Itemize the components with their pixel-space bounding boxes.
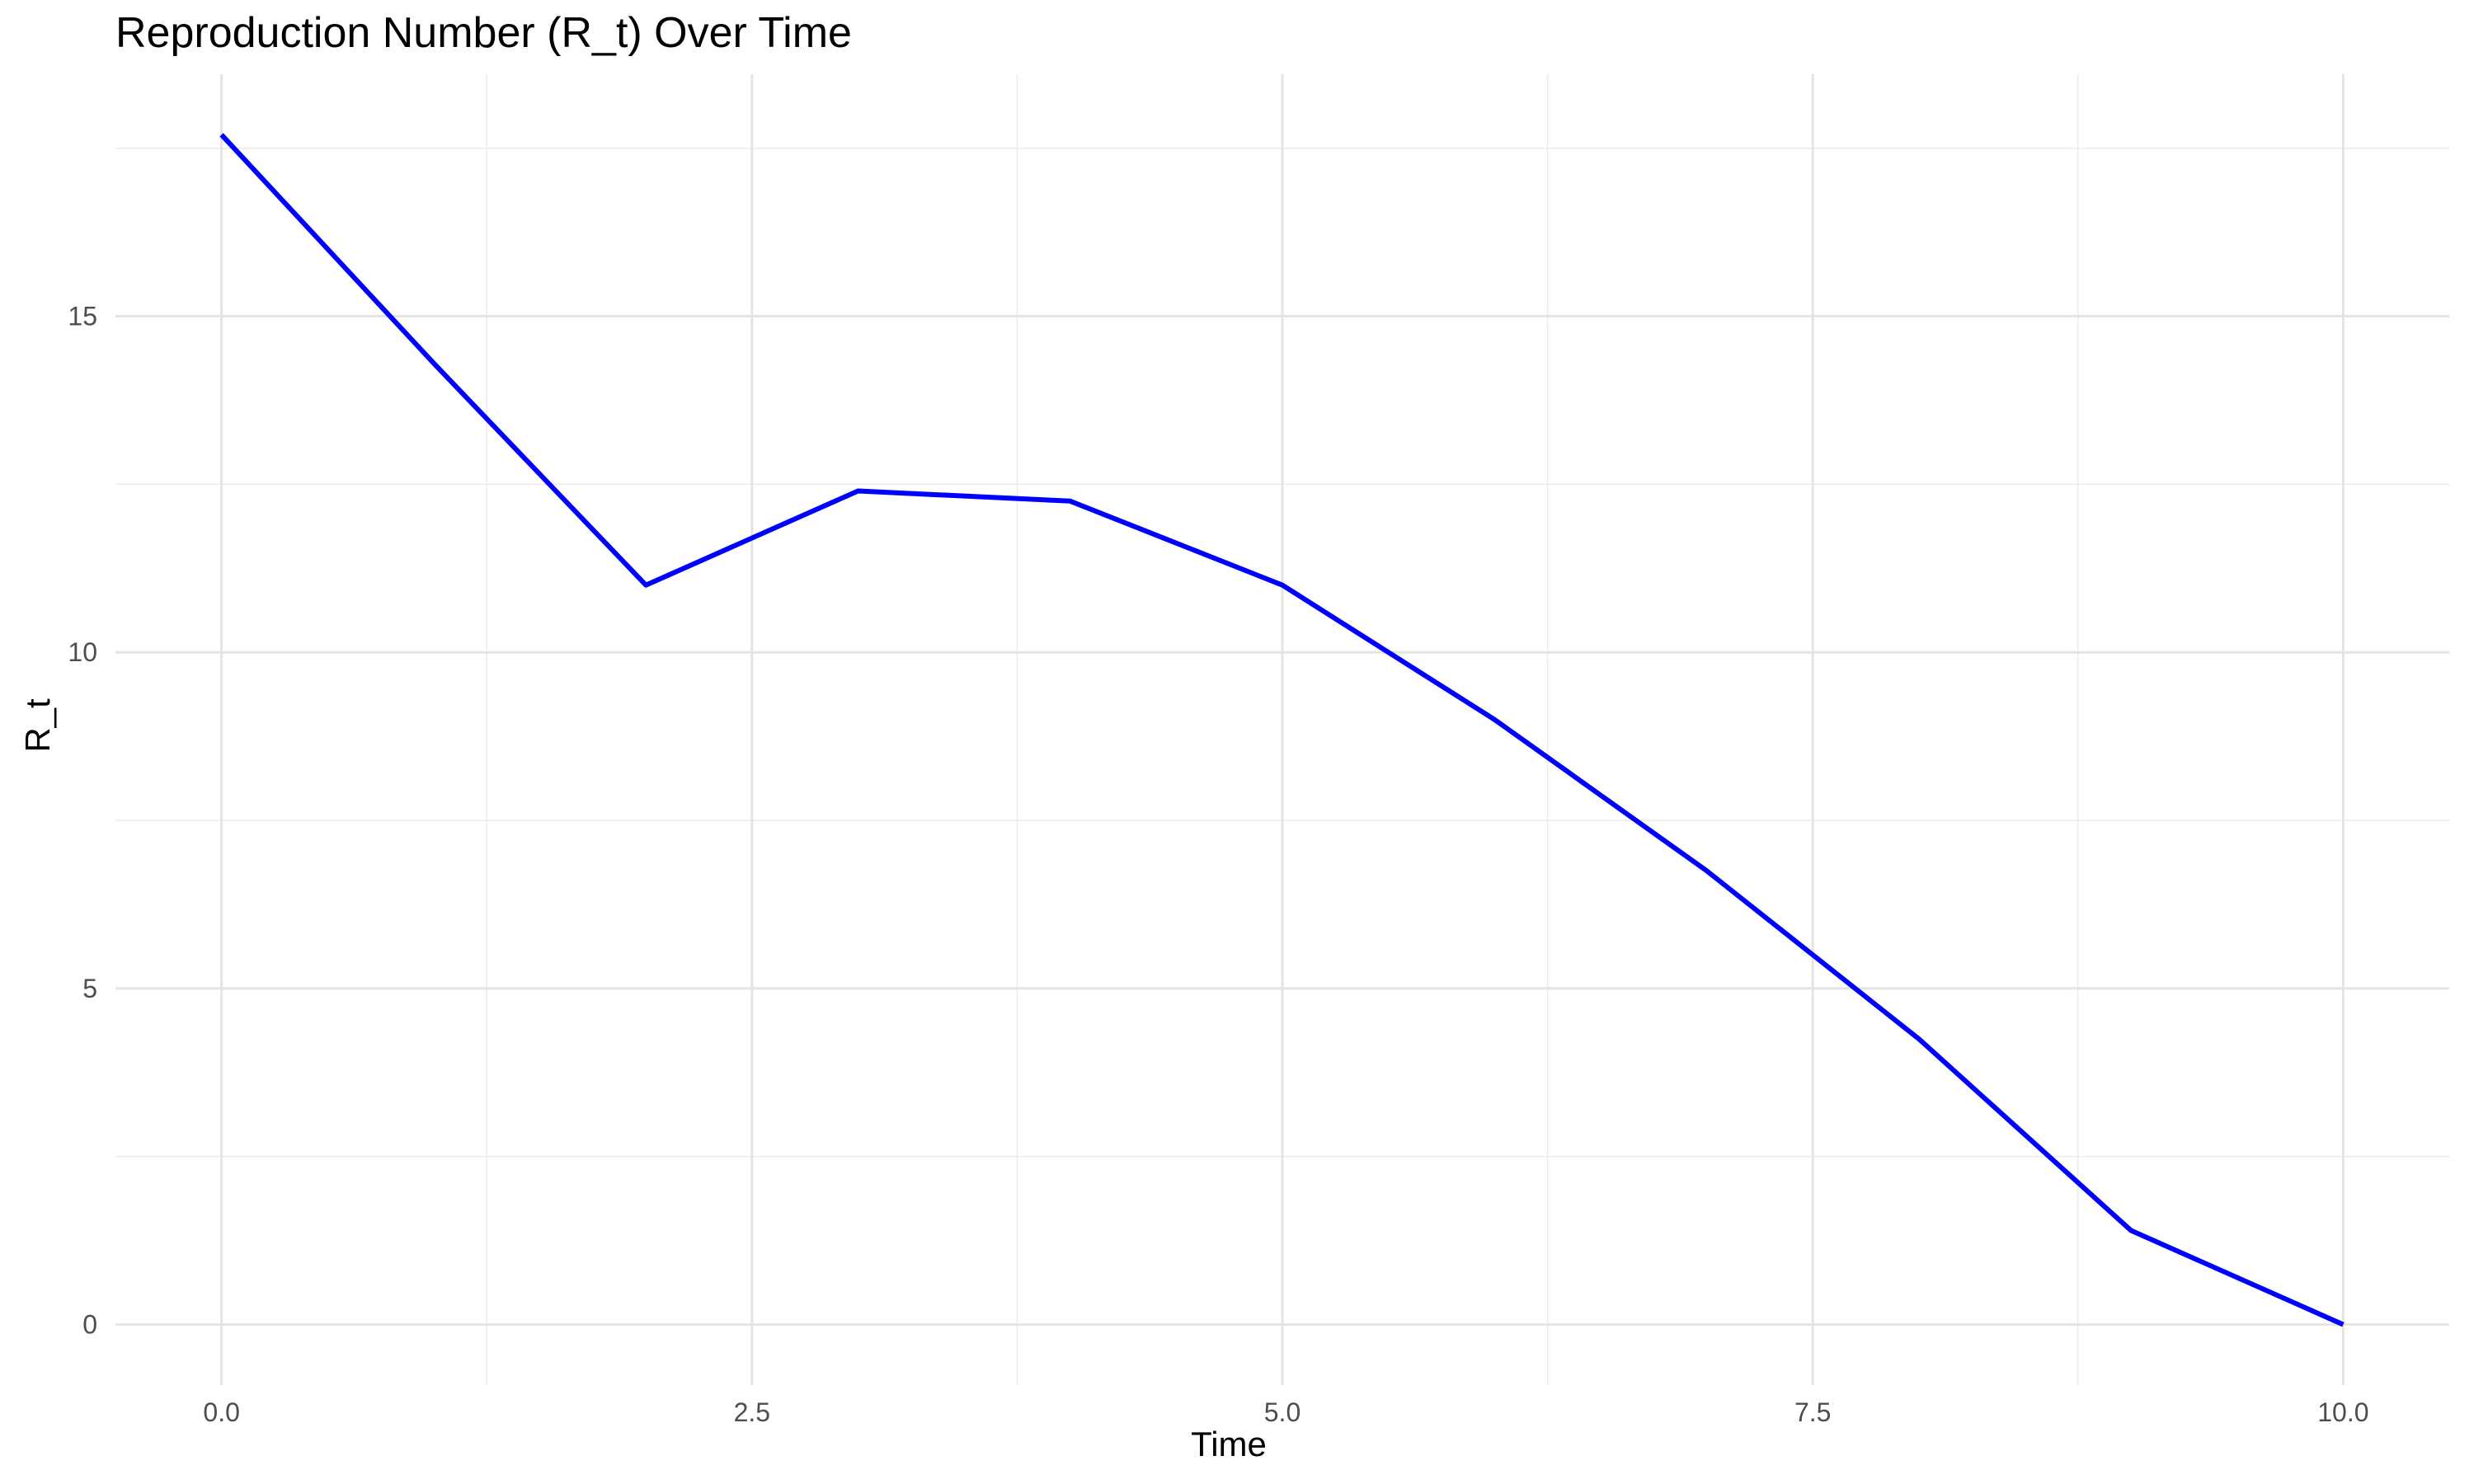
y-tick-label: 15 [68,302,97,331]
x-tick-label: 7.5 [1794,1397,1831,1427]
series-layer [219,133,2345,1327]
y-axis-ticks: 0 5 10 15 [68,302,97,1340]
x-tick-label: 5.0 [1264,1397,1300,1427]
y-tick-label: 10 [68,637,97,667]
major-grid [115,74,2449,1385]
y-tick-label: 0 [82,1310,97,1340]
x-axis-ticks: 0.0 2.5 5.0 7.5 10.0 [203,1397,2368,1427]
x-tick-label: 2.5 [734,1397,770,1427]
series-line [219,133,2345,1327]
chart-title: Reproduction Number (R_t) Over Time [115,9,852,57]
x-tick-label: 10.0 [2317,1397,2368,1427]
y-tick-label: 5 [82,974,97,1003]
y-axis-label: R_t [18,698,57,753]
x-tick-label: 0.0 [203,1397,239,1427]
x-axis-label: Time [1191,1425,1267,1463]
